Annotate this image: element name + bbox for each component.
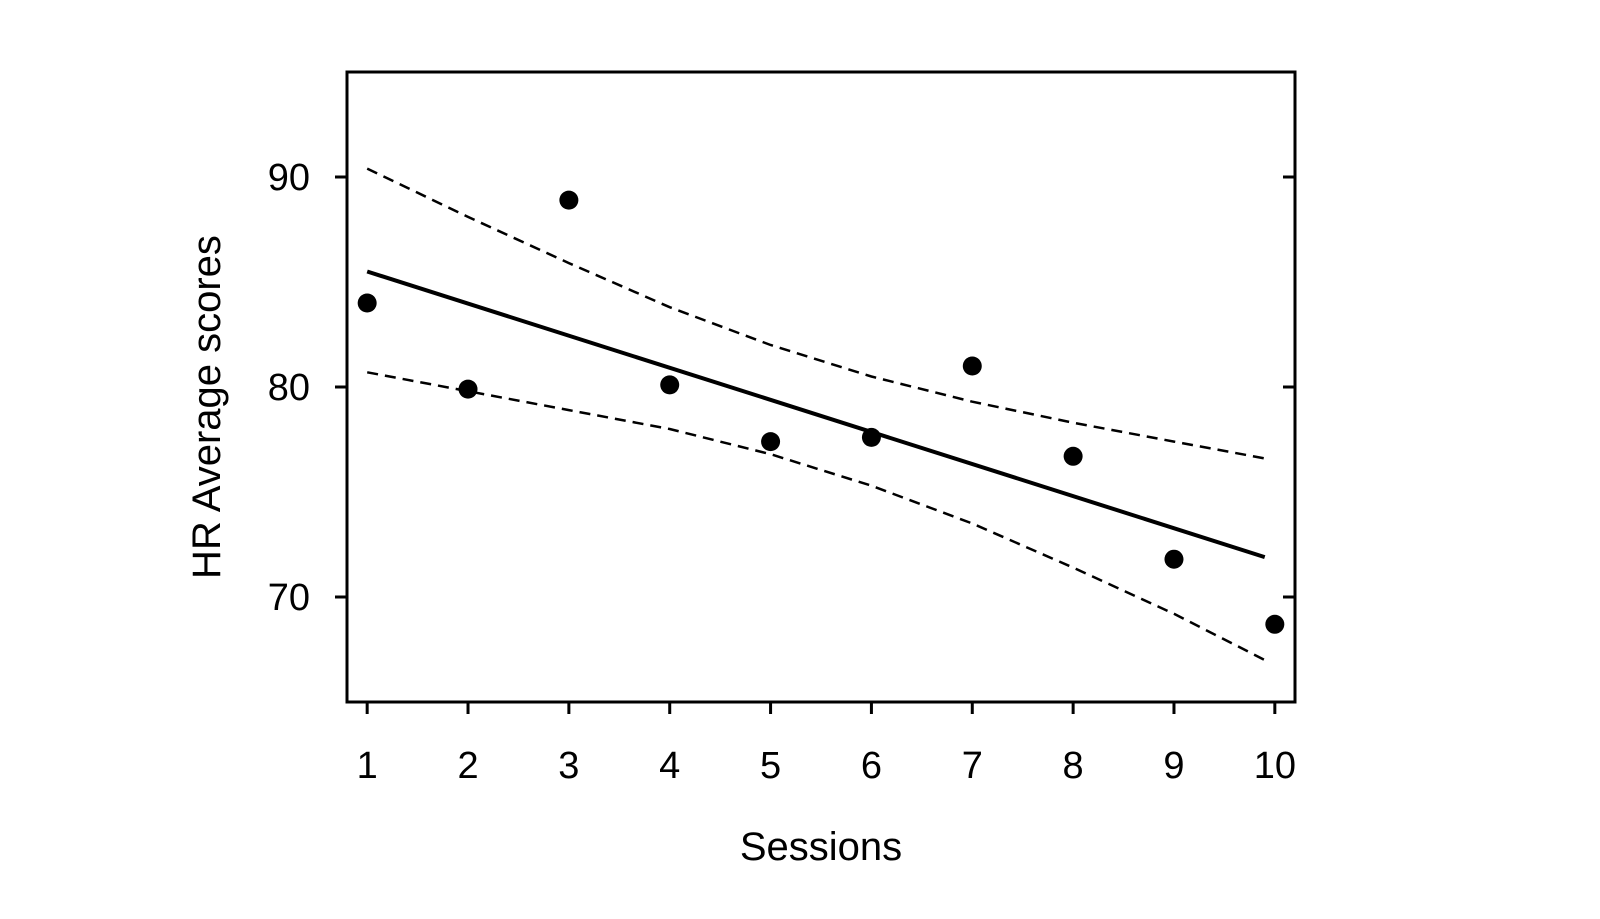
x-tick-label: 2 bbox=[457, 745, 478, 787]
confidence-band-upper bbox=[366, 167, 1265, 460]
y-tick-label: 80 bbox=[268, 367, 310, 409]
regression-line bbox=[366, 269, 1266, 560]
confidence-bands bbox=[366, 167, 1266, 662]
x-tick-label: 10 bbox=[1254, 745, 1296, 787]
axes: 1 2 3 4 5 6 7 8 9 10 70 80 90 bbox=[268, 70, 1297, 787]
data-point bbox=[761, 432, 781, 452]
data-point bbox=[861, 427, 881, 447]
x-tick-label: 4 bbox=[659, 745, 680, 787]
x-tick-label: 9 bbox=[1163, 745, 1184, 787]
data-point bbox=[1063, 446, 1083, 466]
y-tick-label: 90 bbox=[268, 157, 310, 199]
confidence-band-lower bbox=[366, 371, 1266, 662]
x-tick-label: 1 bbox=[357, 745, 378, 787]
y-tick-label: 70 bbox=[268, 577, 310, 619]
y-axis-label: HR Average scores bbox=[185, 235, 229, 579]
x-tick-label: 8 bbox=[1063, 745, 1084, 787]
data-point bbox=[1164, 549, 1184, 569]
x-tick-label: 3 bbox=[558, 745, 579, 787]
x-axis-label: Sessions bbox=[740, 825, 902, 869]
regression-line-group bbox=[366, 269, 1266, 560]
data-point bbox=[357, 293, 377, 313]
data-point bbox=[962, 356, 982, 376]
x-tick-label: 5 bbox=[760, 745, 781, 787]
plot-frame bbox=[345, 70, 1297, 704]
data-point bbox=[660, 375, 680, 395]
data-points bbox=[357, 190, 1285, 634]
data-point bbox=[559, 190, 579, 210]
x-tick-label: 6 bbox=[861, 745, 882, 787]
x-tick-label: 7 bbox=[962, 745, 983, 787]
data-point bbox=[1265, 614, 1285, 634]
data-point bbox=[458, 379, 478, 399]
